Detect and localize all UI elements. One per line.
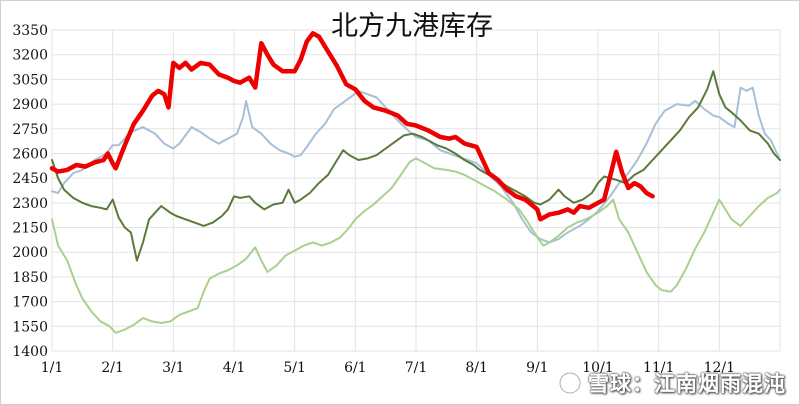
x-tick-label: 10/1 [582, 360, 613, 376]
x-tick-label: 9/1 [526, 360, 549, 376]
y-tick-label: 3350 [12, 23, 48, 39]
chart-title: 北方九港库存 [331, 11, 493, 42]
y-tick-label: 3200 [12, 48, 48, 64]
x-tick-label: 12/1 [704, 360, 735, 376]
y-tick-label: 2000 [12, 245, 48, 261]
x-tick-label: 4/1 [223, 360, 246, 376]
x-tick-label: 11/1 [643, 360, 674, 376]
y-tick-label: 1850 [12, 270, 48, 286]
watermark: 雪球：江南烟雨混沌 [558, 369, 786, 397]
y-tick-label: 3050 [12, 72, 48, 88]
y-tick-label: 2450 [12, 171, 48, 187]
x-tick-label: 3/1 [162, 360, 185, 376]
x-tick-label: 1/1 [41, 360, 64, 376]
y-tick-label: 2150 [12, 221, 48, 237]
y-tick-label: 1400 [12, 344, 48, 360]
y-tick-label: 1700 [12, 295, 48, 311]
series-line-1 [49, 31, 655, 222]
watermark-text: 雪球：江南烟雨混沌 [588, 372, 786, 396]
series-line-3 [51, 70, 781, 262]
x-tick-label: 7/1 [405, 360, 428, 376]
x-tick-label: 8/1 [465, 360, 488, 376]
x-tick-label: 6/1 [344, 360, 367, 376]
y-tick-label: 2750 [12, 122, 48, 138]
y-tick-label: 2900 [12, 97, 48, 113]
series-line-4 [51, 157, 781, 334]
y-tick-label: 1550 [12, 319, 48, 335]
x-tick-label: 5/1 [283, 360, 306, 376]
x-tick-label: 2/1 [101, 360, 124, 376]
y-tick-label: 2300 [12, 196, 48, 212]
snowball-logo-icon [558, 371, 582, 395]
y-tick-label: 2600 [12, 146, 48, 162]
